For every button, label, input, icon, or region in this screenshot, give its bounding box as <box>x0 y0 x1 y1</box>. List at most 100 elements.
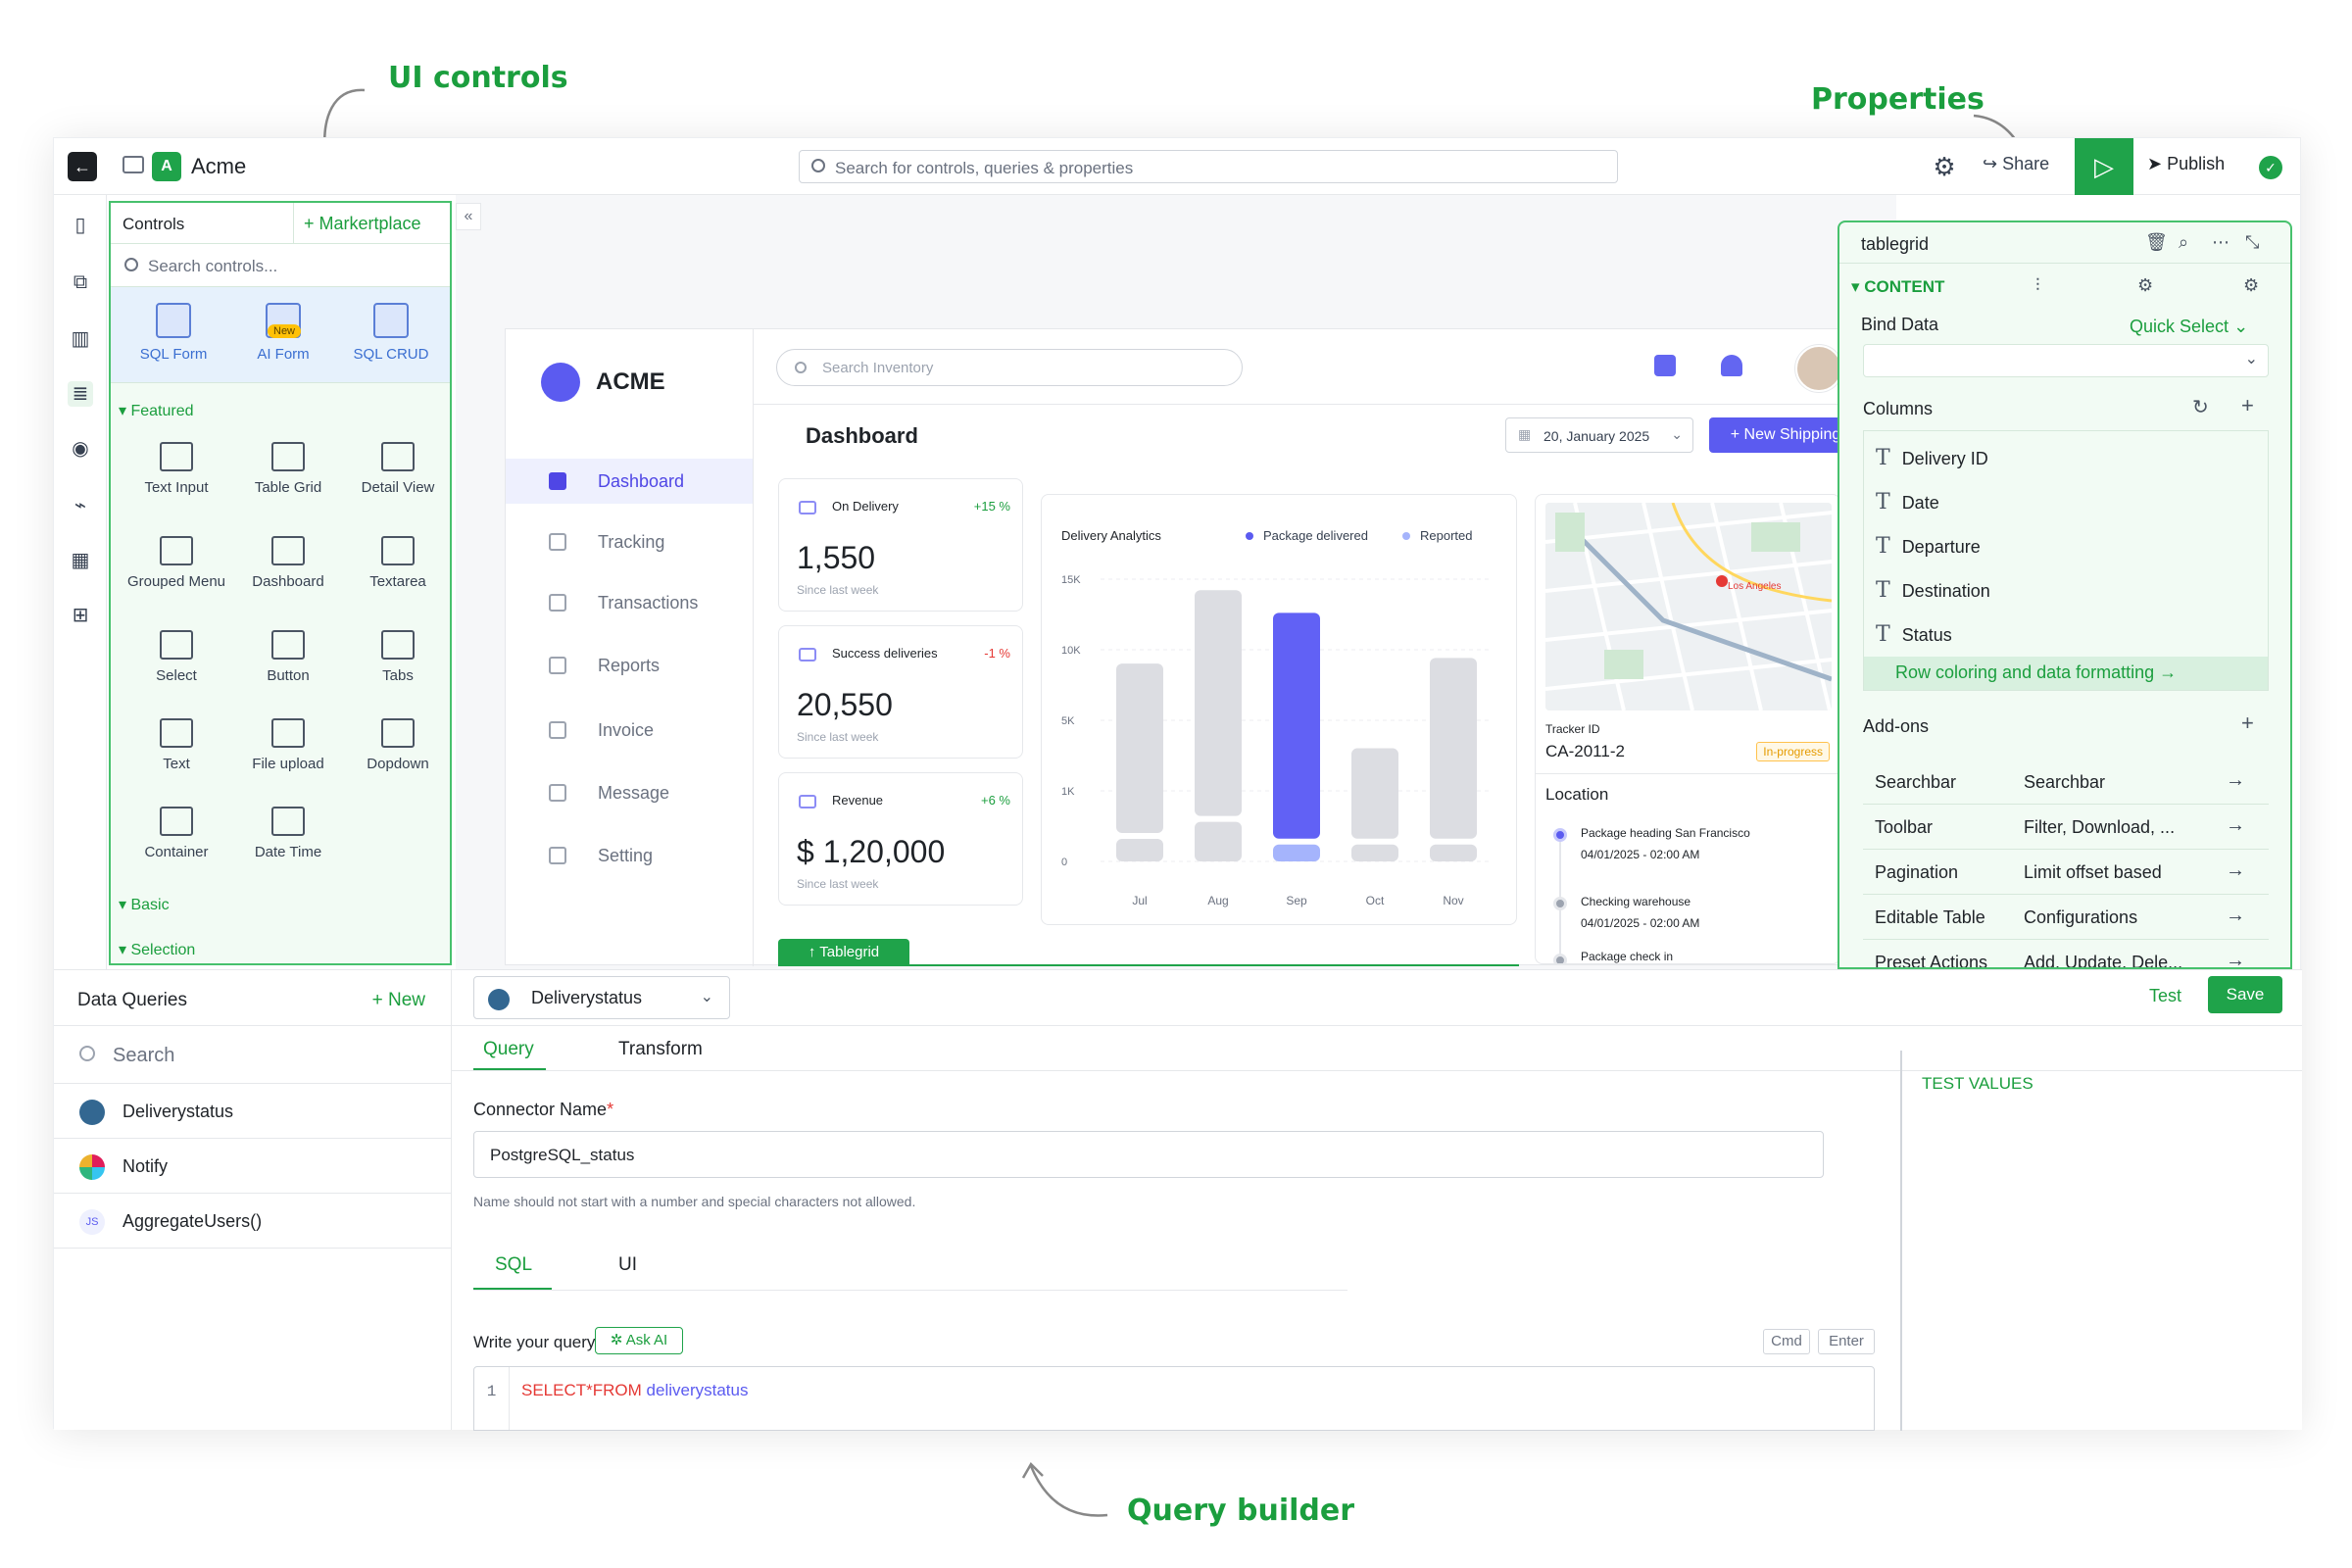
control-text[interactable]: Text <box>121 718 232 773</box>
row-formatting-link[interactable]: Row coloring and data formatting → <box>1864 657 2268 690</box>
new-shipping-button[interactable]: + New Shipping <box>1709 417 1862 453</box>
layers-icon[interactable]: ⧉ <box>73 271 88 293</box>
control-table-grid[interactable]: Table Grid <box>232 442 344 497</box>
avatar[interactable] <box>1795 345 1842 392</box>
column-item[interactable]: T Status <box>1864 612 2268 657</box>
selection-section-toggle[interactable]: ▾ Selection <box>119 942 196 958</box>
table-icon[interactable]: ▦ <box>71 550 90 571</box>
bar-delivered[interactable] <box>1351 748 1398 839</box>
control-text-input[interactable]: Text Input <box>121 442 232 497</box>
column-item[interactable]: T Departure <box>1864 523 2268 568</box>
tab-query[interactable]: Query <box>483 1039 534 1059</box>
search-icon[interactable]: ⌕ <box>2179 232 2189 252</box>
bar-delivered[interactable] <box>1273 612 1320 839</box>
tab-ui[interactable]: UI <box>618 1254 637 1275</box>
new-query-button[interactable]: + New <box>371 990 425 1010</box>
control-date-time[interactable]: Date Time <box>232 807 344 861</box>
database-icon[interactable]: ≣ <box>68 381 93 407</box>
run-preview-button[interactable]: ▷ <box>2075 138 2133 195</box>
test-button[interactable]: Test <box>2149 986 2182 1005</box>
bar-delivered[interactable] <box>1195 590 1242 816</box>
settings-icon[interactable]: ⚙ <box>2137 275 2154 295</box>
sidebar-item-dashboard[interactable]: Dashboard <box>506 459 753 504</box>
column-item[interactable]: T Destination <box>1864 567 2268 612</box>
trash-icon[interactable]: 🗑 <box>2145 232 2168 252</box>
bar-reported[interactable] <box>1273 844 1320 861</box>
addon-row[interactable]: Searchbar Searchbar → <box>1863 760 2269 805</box>
addon-row[interactable]: Editable Table Configurations → <box>1863 895 2269 940</box>
query-item-notify[interactable]: Notify <box>54 1139 451 1194</box>
query-item-aggregateusers[interactable]: JS AggregateUsers() <box>54 1194 451 1249</box>
featured-section-toggle[interactable]: ▾ Featured <box>119 403 194 419</box>
refresh-icon[interactable]: ↻ <box>2192 397 2209 418</box>
date-picker[interactable]: ▦ 20, January 2025 ⌄ <box>1505 417 1693 453</box>
tablegrid-selection-frame[interactable] <box>778 964 1519 968</box>
quick-select-button[interactable]: Quick Select ⌄ <box>2130 317 2248 337</box>
sidebar-item-reports[interactable]: Reports <box>506 643 753 688</box>
query-search-input[interactable]: Search <box>54 1025 451 1084</box>
bar-reported[interactable] <box>1116 838 1163 861</box>
query-select[interactable]: Deliverystatus ⌄ <box>473 976 730 1019</box>
sql-crud-control[interactable]: SQL CRUD <box>342 303 440 363</box>
tab-transform[interactable]: Transform <box>618 1039 703 1059</box>
sidebar-item-tracking[interactable]: Tracking <box>506 519 753 564</box>
sidebar-item-transactions[interactable]: Transactions <box>506 580 753 625</box>
sql-editor[interactable]: 1 SELECT*FROM deliverystatus <box>473 1366 1875 1431</box>
mobile-device-icon[interactable]: ▯ <box>74 215 86 236</box>
query-item-deliverystatus[interactable]: Deliverystatus <box>54 1084 451 1139</box>
control-tabs[interactable]: Tabs <box>342 630 450 685</box>
sidebar-item-setting[interactable]: Setting <box>506 833 753 878</box>
control-grouped-menu[interactable]: Grouped Menu <box>121 536 232 591</box>
control-dashboard[interactable]: Dashboard <box>232 536 344 591</box>
ai-form-control[interactable]: New AI Form <box>234 303 332 363</box>
control-button[interactable]: Button <box>232 630 344 685</box>
bar-reported[interactable] <box>1351 844 1398 861</box>
add-icon[interactable]: + <box>2241 710 2254 735</box>
more-icon[interactable]: ⋯ <box>2212 232 2230 252</box>
publish-button[interactable]: ➤ Publish <box>2147 154 2225 174</box>
marketplace-button[interactable]: + Markertplace <box>293 203 450 244</box>
collapse-panel-icon[interactable]: « <box>456 203 481 230</box>
column-item[interactable]: T Date <box>1864 479 2268 524</box>
bar-delivered[interactable] <box>1430 658 1477 839</box>
share-button[interactable]: ↪ Share <box>1983 154 2049 174</box>
control-dopdown[interactable]: Dopdown <box>342 718 450 773</box>
gear-icon[interactable]: ⚙ <box>2243 275 2260 295</box>
sliders-icon[interactable]: ⫶ <box>2035 275 2040 295</box>
global-search-input[interactable]: Search for controls, queries & propertie… <box>799 150 1618 183</box>
bar-reported[interactable] <box>1195 821 1242 861</box>
test-values-divider[interactable] <box>1900 1051 1902 1431</box>
inventory-search-input[interactable]: Search Inventory <box>776 349 1243 386</box>
controls-search-input[interactable]: Search controls... <box>111 244 450 287</box>
bar-reported[interactable] <box>1430 844 1477 861</box>
eye-icon[interactable]: ◉ <box>72 438 89 460</box>
column-item[interactable]: T Delivery ID <box>1864 435 2268 480</box>
addon-row[interactable]: Toolbar Filter, Download, ... → <box>1863 805 2269 850</box>
connector-name-input[interactable]: PostgreSQL_status <box>473 1131 1824 1178</box>
collapse-icon[interactable]: ⤡ <box>2245 232 2260 252</box>
control-textarea[interactable]: Textarea <box>342 536 450 591</box>
tab-sql[interactable]: SQL <box>495 1254 533 1275</box>
sidebar-item-invoice[interactable]: Invoice <box>506 708 753 753</box>
content-section-toggle[interactable]: ▾ CONTENT <box>1851 277 1945 296</box>
control-select[interactable]: Select <box>121 630 232 685</box>
components-icon[interactable]: ⊞ <box>72 605 89 626</box>
ask-ai-button[interactable]: ✲ Ask AI <box>595 1327 683 1354</box>
sql-form-control[interactable]: SQL Form <box>124 303 222 363</box>
basic-section-toggle[interactable]: ▾ Basic <box>119 897 170 913</box>
monitor-icon[interactable] <box>122 156 144 173</box>
chart-icon[interactable]: ▥ <box>71 328 90 350</box>
plugin-icon[interactable]: ⌁ <box>74 495 87 516</box>
map-view[interactable]: Los Angeles <box>1545 503 1832 710</box>
tablegrid-selection-tab[interactable]: ↑ Tablegrid <box>778 939 909 966</box>
addon-row[interactable]: Preset Actions Add, Update, Dele... → <box>1863 940 2269 967</box>
sidebar-item-message[interactable]: Message <box>506 770 753 815</box>
bell-icon[interactable] <box>1721 355 1742 376</box>
gear-icon[interactable]: ⚙ <box>1933 152 1956 181</box>
bind-data-select[interactable]: ⌄ <box>1863 344 2269 377</box>
save-button[interactable]: Save <box>2208 976 2282 1013</box>
bar-delivered[interactable] <box>1116 663 1163 833</box>
control-detail-view[interactable]: Detail View <box>342 442 450 497</box>
control-container[interactable]: Container <box>121 807 232 861</box>
app-name[interactable]: Acme <box>191 154 247 178</box>
